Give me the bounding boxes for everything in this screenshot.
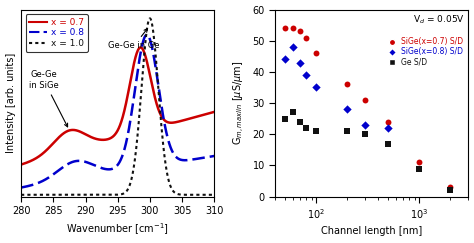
Text: V$_d$ = 0.05V: V$_d$ = 0.05V bbox=[413, 13, 465, 26]
Point bbox=[344, 82, 351, 86]
Point bbox=[362, 98, 369, 102]
Point bbox=[297, 29, 304, 33]
Point bbox=[282, 58, 289, 61]
Point bbox=[344, 129, 351, 133]
Point bbox=[362, 123, 369, 127]
Point bbox=[290, 26, 297, 30]
Point bbox=[447, 185, 454, 189]
Point bbox=[312, 51, 320, 55]
Point bbox=[290, 111, 297, 114]
Point bbox=[384, 142, 392, 146]
Text: Ge-Ge in Ge: Ge-Ge in Ge bbox=[108, 29, 160, 51]
Legend: x = 0.7, x = 0.8, x = 1.0: x = 0.7, x = 0.8, x = 1.0 bbox=[26, 14, 88, 52]
X-axis label: Channel length [nm]: Channel length [nm] bbox=[321, 226, 422, 236]
Point bbox=[416, 166, 423, 170]
Y-axis label: Intensity [arb. units]: Intensity [arb. units] bbox=[6, 53, 16, 153]
Point bbox=[302, 73, 310, 77]
Point bbox=[302, 126, 310, 130]
Point bbox=[302, 36, 310, 40]
Point bbox=[384, 126, 392, 130]
X-axis label: Wavenumber [cm$^{-1}$]: Wavenumber [cm$^{-1}$] bbox=[66, 222, 169, 237]
Point bbox=[297, 120, 304, 124]
Point bbox=[312, 86, 320, 89]
Point bbox=[290, 45, 297, 49]
Point bbox=[384, 120, 392, 124]
Point bbox=[297, 61, 304, 64]
Legend: SiGe(x=0.7) S/D, SiGe(x=0.8) S/D, Ge S/D: SiGe(x=0.7) S/D, SiGe(x=0.8) S/D, Ge S/D bbox=[383, 36, 465, 68]
Point bbox=[282, 117, 289, 121]
Point bbox=[344, 107, 351, 111]
Y-axis label: G$_{m, max lin}$ [$\mu$S/$\mu$m]: G$_{m, max lin}$ [$\mu$S/$\mu$m] bbox=[232, 61, 247, 145]
Point bbox=[282, 26, 289, 30]
Point bbox=[447, 188, 454, 192]
Point bbox=[312, 129, 320, 133]
Text: Ge-Ge
in SiGe: Ge-Ge in SiGe bbox=[29, 70, 68, 127]
Point bbox=[416, 160, 423, 164]
Point bbox=[362, 132, 369, 136]
